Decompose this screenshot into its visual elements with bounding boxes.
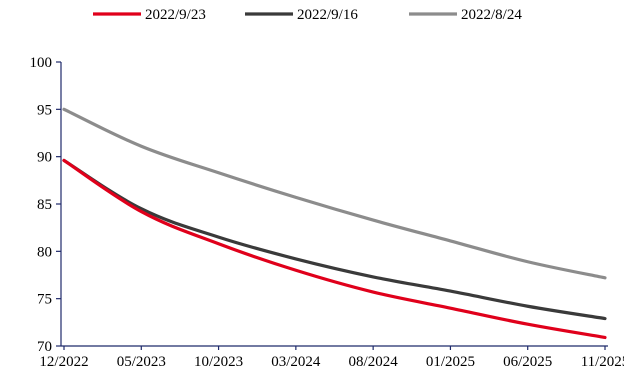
series-line-2022-9-23 xyxy=(62,158,607,340)
y-tick-label: 90 xyxy=(37,150,52,166)
legend-label: 2022/9/23 xyxy=(145,7,206,23)
axes xyxy=(60,62,608,347)
x-tick-label: 06/2025 xyxy=(503,354,552,370)
x-tick-label: 11/2025 xyxy=(581,354,624,370)
x-tick-label: 03/2024 xyxy=(271,354,321,370)
x-tick-label: 08/2024 xyxy=(349,354,399,370)
legend-label: 2022/9/16 xyxy=(297,7,358,23)
x-tick-label: 12/2022 xyxy=(39,354,88,370)
y-axis-ticks: 70 75 80 85 90 95 100 xyxy=(30,55,61,355)
legend: 2022/9/23 2022/9/16 2022/8/24 xyxy=(93,7,522,23)
x-tick-label: 10/2023 xyxy=(194,354,243,370)
legend-label: 2022/8/24 xyxy=(461,7,522,23)
y-tick-label: 75 xyxy=(37,292,52,308)
y-tick-label: 80 xyxy=(37,244,52,260)
series-layer xyxy=(62,107,607,340)
series-line-2022-9-16 xyxy=(62,158,607,321)
x-axis-ticks: 12/2022 05/2023 10/2023 03/2024 08/2024 01/20… xyxy=(39,346,624,370)
y-tick-label: 70 xyxy=(37,339,52,355)
series-line-2022-8-24 xyxy=(62,107,607,280)
x-tick-label: 05/2023 xyxy=(117,354,166,370)
y-tick-label: 85 xyxy=(37,197,52,213)
y-tick-label: 100 xyxy=(30,55,53,71)
y-tick-label: 95 xyxy=(37,102,52,118)
x-tick-label: 01/2025 xyxy=(426,354,475,370)
